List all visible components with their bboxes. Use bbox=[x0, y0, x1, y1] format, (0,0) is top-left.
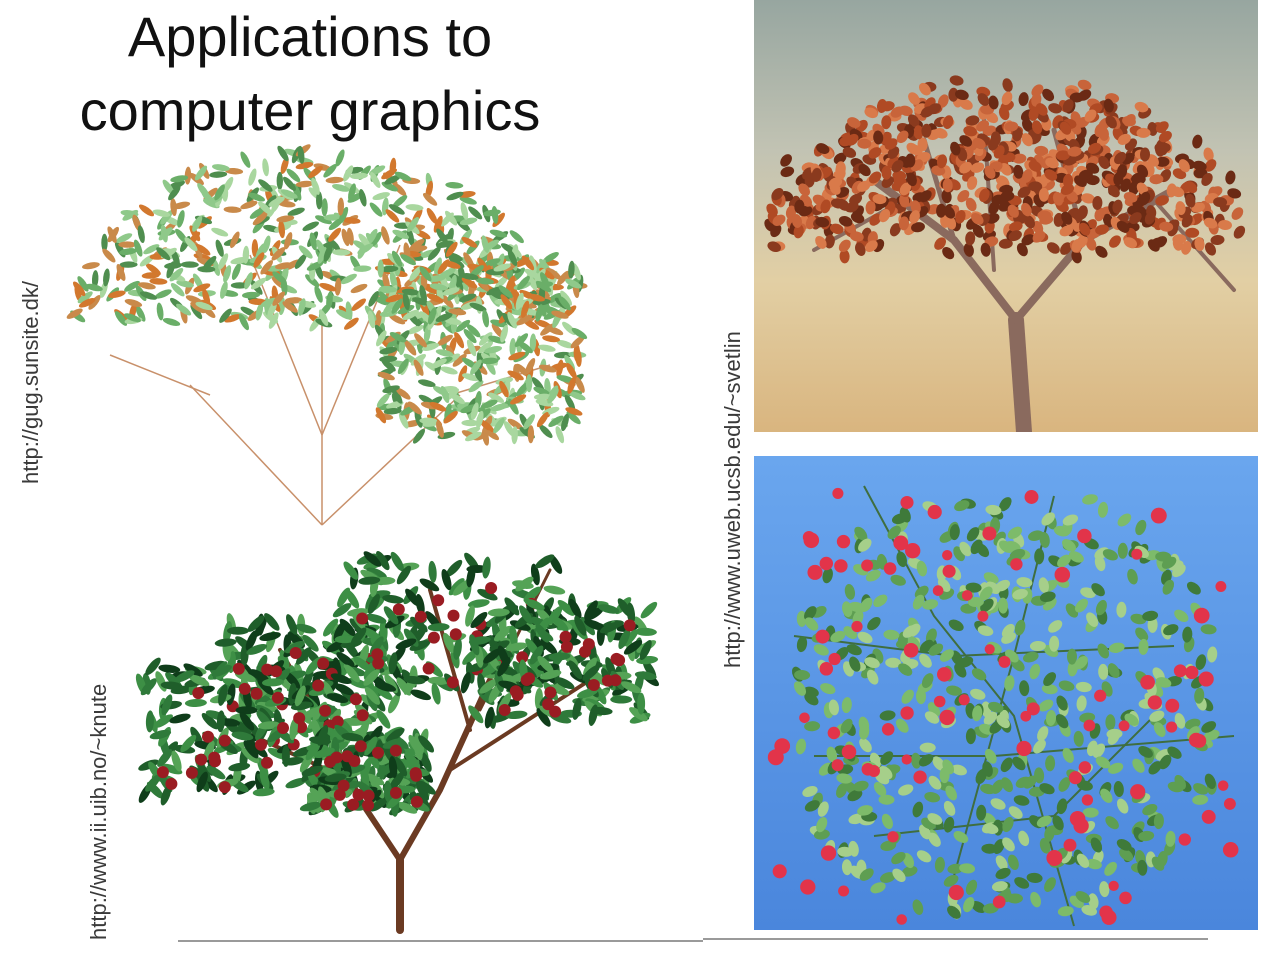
title-line-2: computer graphics bbox=[79, 79, 541, 142]
flowering-vine-image bbox=[754, 456, 1258, 930]
autumn-tree-image bbox=[754, 0, 1258, 432]
source-label-top-left: http://gug.sunsite.dk/ bbox=[18, 280, 43, 484]
slide-title: Applications to computer graphics bbox=[20, 0, 600, 148]
fruit-tree-image bbox=[120, 530, 680, 935]
bottom-rule-right bbox=[703, 938, 1208, 940]
source-label-right: http://www.uweb.ucsb.edu/~svetlin bbox=[720, 331, 745, 668]
source-label-bottom-left: http://www.ii.uib.no/~knute bbox=[86, 683, 111, 940]
title-line-1: Applications to bbox=[127, 5, 493, 68]
bottom-rule-left bbox=[178, 940, 703, 942]
green-tree-image bbox=[50, 135, 590, 530]
